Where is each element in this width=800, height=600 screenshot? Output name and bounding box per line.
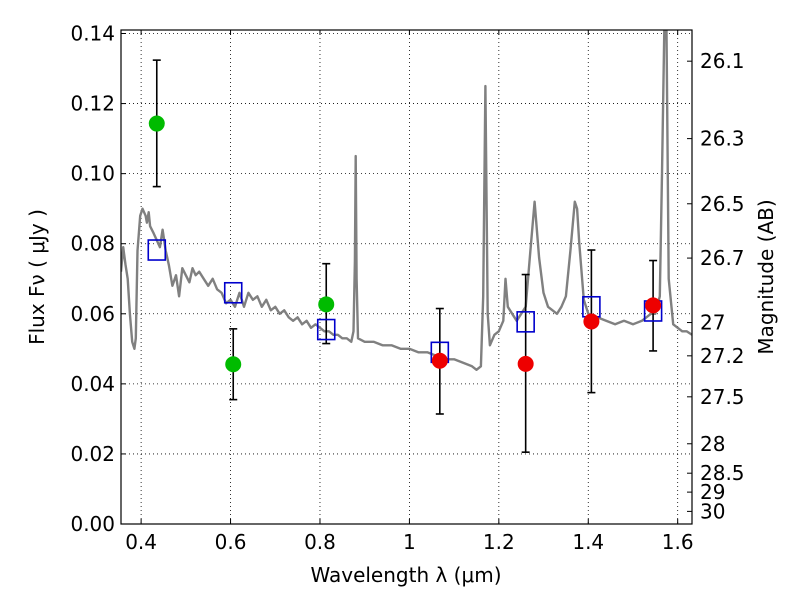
marker-layer	[147, 115, 663, 373]
right-tick-label: 27.2	[700, 344, 745, 368]
observed-point	[225, 356, 242, 373]
y-tick-label: 0.14	[70, 22, 115, 46]
plot-frame	[120, 29, 693, 525]
y-axis-label: Flux Fν ( μJy )	[25, 209, 49, 345]
model-flux-square	[516, 311, 535, 333]
right-tick-label: 27	[700, 311, 725, 335]
observed-point	[148, 115, 165, 132]
model-flux-square	[316, 318, 336, 341]
x-tick-label: 1	[403, 530, 416, 554]
model-flux-square	[223, 281, 243, 304]
x-tick-label: 1.4	[572, 530, 604, 554]
right-tick-label: 29	[700, 480, 725, 504]
right-tick-label: 28.5	[700, 461, 745, 485]
observed-point	[318, 296, 335, 313]
right-tick-label: 28	[700, 432, 725, 456]
model-flux-square	[147, 239, 167, 261]
right-tick-label: 26.5	[700, 192, 745, 216]
observed-point	[645, 297, 662, 314]
y-axis-label-right: Magnitude (AB)	[754, 199, 778, 354]
y-tick-label: 0.08	[70, 232, 115, 256]
x-tick-label: 0.4	[125, 530, 157, 554]
y-tick-label: 0.00	[70, 512, 115, 536]
x-axis-label: Wavelength λ (μm)	[310, 563, 501, 587]
observed-point	[431, 352, 448, 369]
series-layer	[121, 30, 692, 371]
observed-point	[517, 355, 534, 372]
plot-area	[121, 30, 692, 524]
x-tick-label: 1.6	[662, 530, 694, 554]
right-tick-label: 26.3	[700, 127, 745, 151]
right-tick-label: 26.1	[700, 49, 745, 73]
model-sed-line	[121, 30, 692, 371]
tick-layer: 0.4 0.6 0.8 1 1.2 1.4 1.6 0.00 0.02 0.04 0.06 0.08 0…	[70, 22, 744, 554]
x-tick-label: 0.6	[215, 530, 247, 554]
x-tick-label: 1.2	[483, 530, 515, 554]
x-tick-label: 0.8	[304, 530, 336, 554]
right-tick-label: 26.7	[700, 246, 745, 270]
observed-point	[583, 313, 600, 330]
y-tick-label: 0.12	[70, 92, 115, 116]
y-tick-label: 0.02	[70, 442, 115, 466]
right-tick-label: 27.5	[700, 385, 745, 409]
y-tick-label: 0.06	[70, 302, 115, 326]
y-tick-label: 0.10	[70, 162, 115, 186]
y-tick-label: 0.04	[70, 372, 115, 396]
right-tick-label: 30	[700, 499, 725, 523]
